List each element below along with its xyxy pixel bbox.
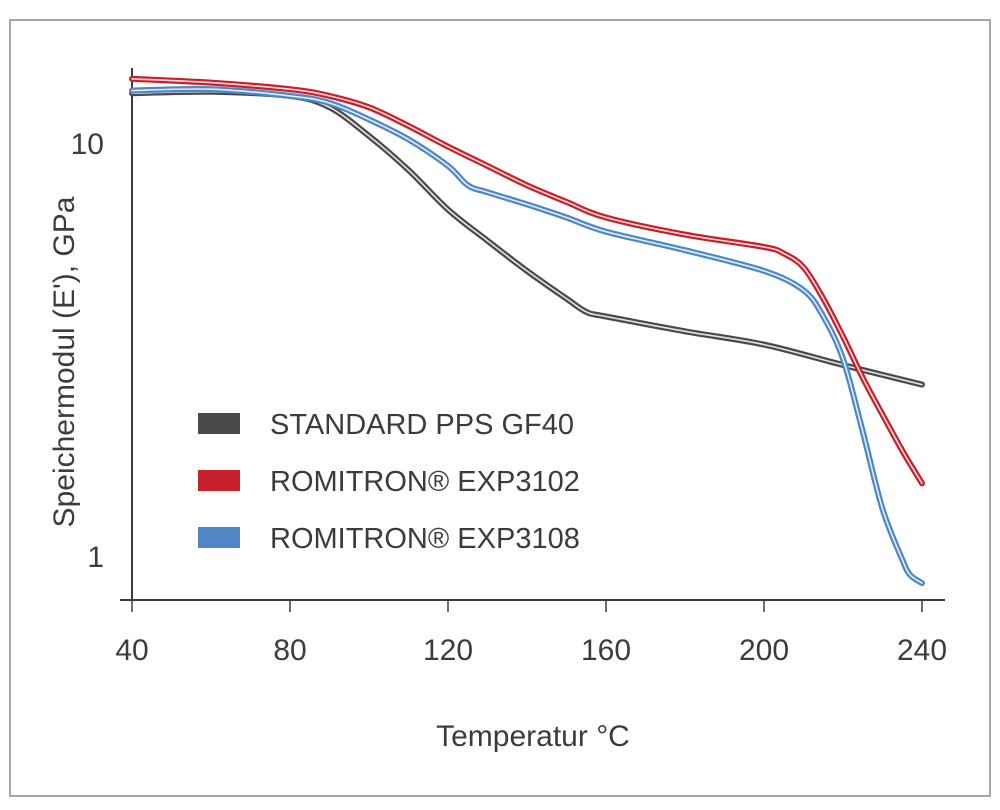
x-tick-label: 120 xyxy=(423,634,473,667)
legend-label-1: STANDARD PPS GF40 xyxy=(270,409,574,441)
x-tick-label: 240 xyxy=(897,634,947,667)
chart-frame xyxy=(9,19,991,797)
legend: STANDARD PPS GF40 ROMITRON® EXP3102 ROMITR… xyxy=(198,409,580,555)
series-2-line-core xyxy=(131,78,923,485)
x-tick-label: 200 xyxy=(739,634,789,667)
x-tick-label: 40 xyxy=(115,634,148,667)
legend-swatch-3 xyxy=(198,527,240,548)
y-axis-title: Speichermodul (E'), GPa xyxy=(48,196,81,527)
legend-label-3: ROMITRON® EXP3108 xyxy=(270,523,580,555)
legend-swatch-1 xyxy=(198,413,240,434)
series-layer xyxy=(129,75,925,587)
series-3-line-core xyxy=(131,88,923,584)
legend-label-2: ROMITRON® EXP3102 xyxy=(270,466,580,498)
legend-swatch-2 xyxy=(198,470,240,491)
y-tick-label: 10 xyxy=(71,128,104,161)
x-tick-label: 160 xyxy=(581,634,631,667)
x-axis-title: Temperatur °C xyxy=(436,720,630,753)
y-tick-label: 1 xyxy=(87,541,104,574)
axes: 40 80 120 160 200 240 1 10 xyxy=(71,68,947,667)
x-tick-label: 80 xyxy=(273,634,306,667)
